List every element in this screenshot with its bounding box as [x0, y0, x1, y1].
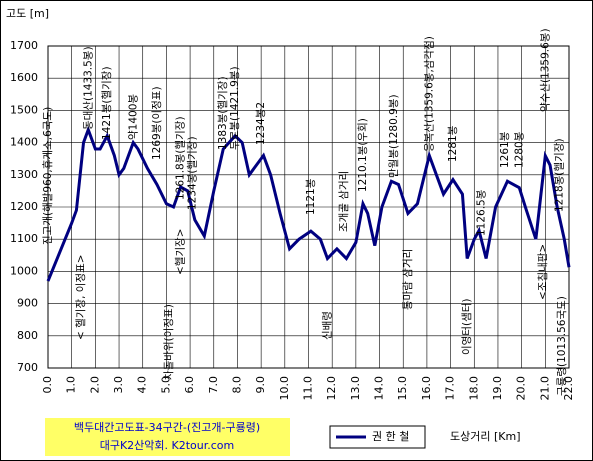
annotation: 통마람 삼거리: [401, 249, 414, 310]
x-tick-label: 5.0: [159, 376, 172, 394]
annotation: 1269봉(이정표): [151, 86, 163, 160]
y-tick-label: 900: [17, 297, 38, 310]
x-tick-label: 13.0: [349, 376, 362, 401]
x-tick-label: 6.0: [183, 376, 196, 394]
y-tick-label: 1700: [10, 39, 38, 52]
annotation: 1121봉: [305, 178, 317, 215]
annotation: 약1400봉: [127, 94, 139, 140]
annotation: 1210.1봉(우회): [357, 118, 369, 192]
legend-box: [329, 425, 426, 449]
annotation: 만월봉(1280.9봉): [388, 94, 400, 178]
y-tick-label: 800: [17, 329, 38, 342]
x-tick-label: 7.0: [207, 376, 220, 394]
annotation: 1261.8봉(헬기장): [175, 116, 187, 200]
annotation: 이영터(샘터): [461, 298, 473, 355]
x-tick-label: 10.0: [278, 376, 291, 401]
annotation: 동대산(1433.5봉): [82, 46, 94, 130]
x-tick-label: 4.0: [136, 376, 149, 394]
x-tick-label: 11.0: [302, 376, 315, 401]
annotation: 1261봉: [499, 131, 511, 168]
annotation: <조침내판>: [537, 244, 549, 300]
annotation: 1281봉: [447, 125, 459, 162]
title-box: [45, 418, 290, 456]
x-tick-label: 17.0: [444, 376, 457, 401]
y-tick-label: 1200: [10, 200, 38, 213]
y-tick-label: 1500: [10, 103, 38, 116]
annotation: 1234봉(헬기장): [186, 136, 198, 210]
x-tick-label: 20.0: [515, 376, 528, 401]
y-tick-label: 1000: [10, 264, 38, 277]
annotation: 1234봉2: [255, 102, 267, 145]
y-tick-label: 1600: [10, 71, 38, 84]
annotation: 구룡령(1013.56국도): [556, 296, 568, 396]
chart-title: 백두대간고도표-34구간-(진고개-구룡령): [74, 421, 260, 434]
x-tick-label: 18.0: [467, 376, 480, 401]
annotation: 신배령: [321, 311, 333, 340]
x-tick-label: 16.0: [420, 376, 433, 401]
annotation: 1218봉(헬기장): [554, 138, 566, 212]
x-tick-label: 22.0: [562, 376, 575, 401]
annotation: 진고개(해발960,휴게소,6국도): [41, 107, 54, 245]
x-tick-label: 15.0: [396, 376, 409, 401]
x-tick-label: 1.0: [65, 376, 78, 394]
annotation: 약수산(1359.6봉): [539, 28, 551, 112]
chart-subtitle: 대구K2산악회. K2tour.com: [100, 439, 235, 452]
plot-border: [47, 45, 570, 369]
y-tick-label: 1400: [10, 136, 38, 149]
x-tick-label: 21.0: [538, 376, 551, 401]
legend-label: 권 한 철: [372, 430, 409, 443]
annotation: <헬기장>: [175, 228, 187, 275]
annotation: 1126.5봉: [475, 189, 487, 236]
x-tick-label: 0.0: [41, 376, 54, 394]
y-axis-label: 고도 [m]: [6, 7, 49, 20]
x-tick-label: 19.0: [491, 376, 504, 401]
x-tick-label: 14.0: [373, 376, 386, 401]
elevation-line: [46, 125, 571, 282]
x-tick-label: 9.0: [254, 376, 267, 394]
y-tick-label: 700: [17, 361, 38, 374]
annotation: 두로봉(1421.9봉): [229, 66, 241, 150]
x-axis-label: 도상거리 [Km]: [450, 430, 521, 443]
annotation: < 헬기장, 이정표>: [75, 254, 87, 340]
annotation: 1383봉(헬기장): [217, 76, 229, 150]
annotation: 응복산(1359.6봉,삼각점): [423, 36, 435, 152]
annotation: 1421봉(헬기장): [101, 66, 113, 140]
y-tick-label: 1300: [10, 168, 38, 181]
x-tick-label: 8.0: [230, 376, 243, 394]
annotation: 차돌바위(이정표): [162, 304, 175, 380]
annotation: 조개골 삼거리: [338, 171, 350, 232]
y-tick-label: 1100: [10, 232, 38, 245]
x-tick-label: 12.0: [325, 376, 338, 401]
x-tick-label: 3.0: [112, 376, 125, 394]
x-tick-label: 2.0: [88, 376, 101, 394]
annotation: 1280봉: [513, 131, 525, 168]
